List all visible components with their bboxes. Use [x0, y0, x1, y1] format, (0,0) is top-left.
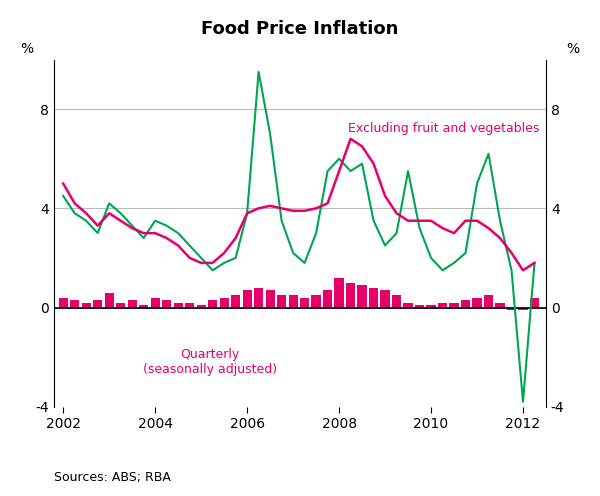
Bar: [323, 290, 332, 308]
Bar: [380, 290, 389, 308]
Bar: [266, 290, 275, 308]
Text: Quarterly
(seasonally adjusted): Quarterly (seasonally adjusted): [143, 348, 277, 376]
Bar: [128, 300, 137, 308]
Bar: [438, 303, 447, 308]
Bar: [70, 300, 79, 308]
Bar: [139, 305, 148, 308]
Bar: [208, 300, 217, 308]
Text: Sources: ABS; RBA: Sources: ABS; RBA: [54, 471, 171, 484]
Bar: [289, 295, 298, 308]
Bar: [427, 305, 436, 308]
Bar: [151, 298, 160, 308]
Bar: [93, 300, 102, 308]
Bar: [231, 295, 240, 308]
Bar: [104, 293, 114, 308]
Bar: [461, 300, 470, 308]
Bar: [185, 303, 194, 308]
Bar: [334, 278, 344, 308]
Bar: [59, 298, 68, 308]
Bar: [496, 303, 505, 308]
Bar: [484, 295, 493, 308]
Text: %: %: [566, 42, 580, 56]
Bar: [82, 303, 91, 308]
Bar: [300, 298, 309, 308]
Bar: [311, 295, 320, 308]
Bar: [358, 285, 367, 308]
Bar: [392, 295, 401, 308]
Text: Food Price Inflation: Food Price Inflation: [202, 20, 398, 38]
Bar: [162, 300, 171, 308]
Bar: [518, 308, 527, 310]
Bar: [449, 303, 458, 308]
Bar: [173, 303, 183, 308]
Bar: [242, 290, 252, 308]
Bar: [346, 283, 355, 308]
Bar: [197, 305, 206, 308]
Bar: [220, 298, 229, 308]
Bar: [277, 295, 286, 308]
Text: %: %: [20, 42, 34, 56]
Bar: [415, 305, 424, 308]
Bar: [116, 303, 125, 308]
Bar: [530, 298, 539, 308]
Bar: [472, 298, 482, 308]
Bar: [507, 308, 516, 310]
Bar: [369, 288, 378, 308]
Bar: [403, 303, 413, 308]
Text: Excluding fruit and vegetables: Excluding fruit and vegetables: [348, 123, 539, 135]
Bar: [254, 288, 263, 308]
